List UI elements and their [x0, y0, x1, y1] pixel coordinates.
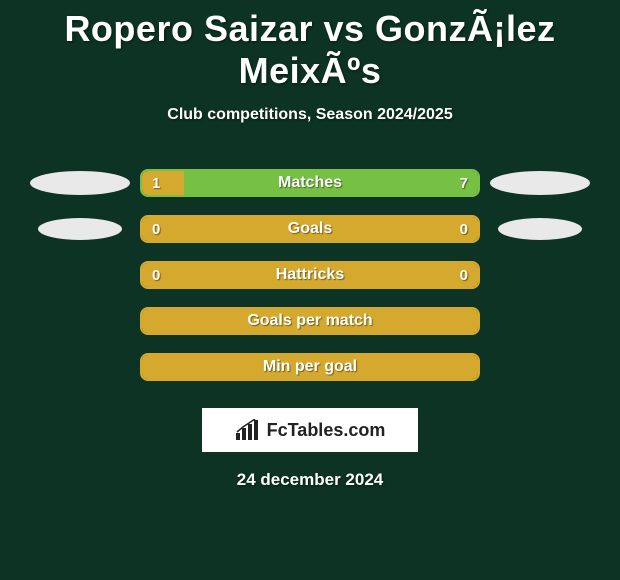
site-logo: FcTables.com — [202, 408, 418, 452]
page-subtitle: Club competitions, Season 2024/2025 — [0, 106, 620, 124]
player-right-avatar — [490, 171, 590, 195]
bar-left-fill — [142, 263, 478, 287]
bar-left-fill — [142, 217, 478, 241]
bar-left-fill — [142, 171, 184, 195]
player-left-avatar — [30, 171, 130, 195]
stat-bar: Goals per match — [140, 307, 480, 335]
stat-bar: 00Goals — [140, 215, 480, 243]
bar-right-fill — [184, 171, 478, 195]
player-right-avatar — [498, 218, 582, 240]
bars-icon — [235, 419, 261, 441]
stat-bar: 17Matches — [140, 169, 480, 197]
logo-text: FcTables.com — [267, 420, 386, 441]
snapshot-date: 24 december 2024 — [0, 470, 620, 490]
stat-right-value: 7 — [460, 171, 468, 195]
bar-left-fill — [142, 309, 478, 333]
stat-row: Min per goal — [0, 344, 620, 390]
stat-bar: Min per goal — [140, 353, 480, 381]
right-avatar-slot — [480, 171, 600, 195]
left-avatar-slot — [20, 171, 140, 195]
stat-right-value: 0 — [460, 217, 468, 241]
stat-right-value: 0 — [460, 263, 468, 287]
page-title: Ropero Saizar vs GonzÃ¡lez MeixÃºs — [0, 0, 620, 92]
player-left-avatar — [38, 218, 122, 240]
comparison-chart: 17Matches00Goals00HattricksGoals per mat… — [0, 160, 620, 390]
stat-row: 00Goals — [0, 206, 620, 252]
stat-row: Goals per match — [0, 298, 620, 344]
stat-left-value: 0 — [152, 217, 160, 241]
stat-left-value: 1 — [152, 171, 160, 195]
stat-row: 00Hattricks — [0, 252, 620, 298]
left-avatar-slot — [20, 218, 140, 240]
stat-bar: 00Hattricks — [140, 261, 480, 289]
stat-left-value: 0 — [152, 263, 160, 287]
bar-left-fill — [142, 355, 478, 379]
stat-row: 17Matches — [0, 160, 620, 206]
right-avatar-slot — [480, 218, 600, 240]
